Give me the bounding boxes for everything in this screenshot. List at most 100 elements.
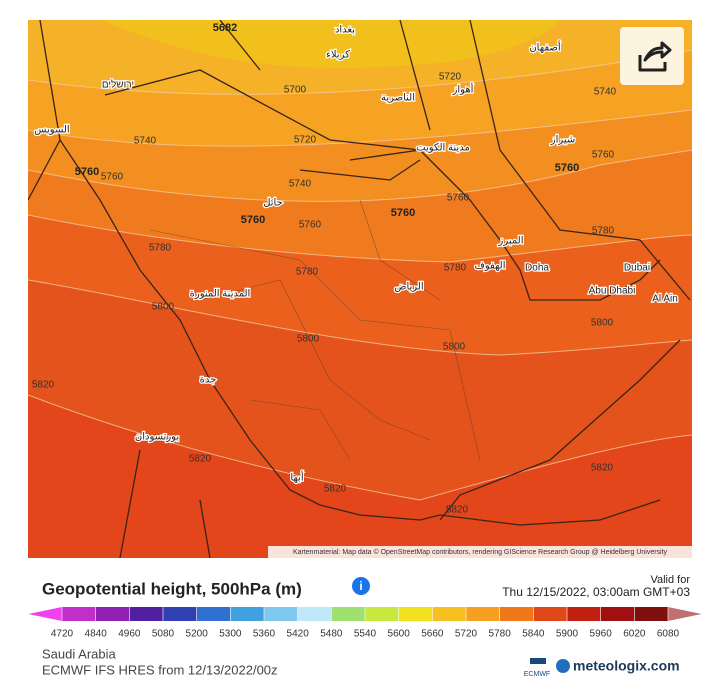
contour-label: 5760 [299, 220, 322, 231]
share-button[interactable] [620, 27, 684, 85]
ecmwf-logo [530, 658, 546, 664]
colorbar-segment [466, 607, 501, 621]
contour-label: 5760 [391, 207, 415, 219]
contour-label: 5760 [101, 172, 124, 183]
colorbar-segment [95, 607, 130, 621]
contour-label: 5780 [296, 267, 319, 278]
colorbar-segment [600, 607, 635, 621]
place-label: المدينة المنورة [190, 289, 251, 300]
place-label: الناصرية [381, 93, 415, 104]
place-label: الرياض [394, 282, 423, 293]
colorbar-tick-label: 5300 [219, 629, 242, 640]
info-icon[interactable]: i [359, 579, 362, 593]
colorbar-segment [129, 607, 164, 621]
colorbar-tick-label: 5660 [421, 629, 444, 640]
colorbar-arrow [668, 607, 702, 621]
colorbar-tick-label: 5360 [253, 629, 276, 640]
place-label: مدينة الكويت [416, 143, 470, 154]
contour-label: 5700 [284, 85, 307, 96]
colorbar-segment [432, 607, 467, 621]
colorbar-tick-label: 5540 [354, 629, 377, 640]
contour-label: 5720 [294, 135, 317, 146]
valid-time: Thu 12/15/2022, 03:00am GMT+03 [502, 585, 690, 599]
place-label: كربلاء [326, 50, 350, 61]
place-label: أهواز [452, 83, 474, 96]
borders [28, 20, 691, 558]
colorbar-segment [297, 607, 332, 621]
contour-label: 5720 [439, 72, 462, 83]
brand: meteologix.com [573, 658, 680, 674]
brand-logo [556, 659, 570, 673]
share-icon[interactable] [638, 41, 672, 72]
place-label: بغداد [335, 25, 355, 36]
colorbar-tick-label: 4960 [118, 629, 141, 640]
admin-lines [149, 199, 481, 461]
place-label: الهفوف [474, 261, 505, 272]
band [100, 20, 560, 68]
contour-labels: 5682 5700 5720 5740 5740 5720 5760 5760 … [32, 22, 617, 516]
colorbar-segment [163, 607, 198, 621]
contour-label: 5780 [592, 226, 615, 237]
contour-label: 5682 [213, 22, 237, 34]
attribution: Kartenmaterial: Map data © OpenStreetMap… [293, 548, 668, 556]
place-label: المبرز [498, 236, 524, 247]
ecmwf-text: ECMWF [524, 671, 550, 678]
colorbar-segment [331, 607, 366, 621]
colorbar-tick-label: 5900 [556, 629, 579, 640]
colorbar-segment [398, 607, 433, 621]
colorbar-tick-label: 5720 [455, 629, 478, 640]
contour-label: 5760 [592, 150, 615, 161]
colorbar-segment [365, 607, 400, 621]
colorbar-segment [264, 607, 299, 621]
colorbar-tick-label: 5480 [320, 629, 343, 640]
place-label: ירושלים [102, 79, 134, 91]
contour-label: 5800 [297, 334, 320, 345]
contour-label: 5800 [152, 302, 175, 313]
colorbar-tick-label: 4840 [85, 629, 108, 640]
contour-label: 5760 [241, 214, 265, 226]
colorbar-segment [499, 607, 534, 621]
place-label: أصفهان [529, 41, 561, 54]
colorbar-segment [196, 607, 231, 621]
place-label: شيراز [550, 135, 576, 146]
place-label: جدة [200, 375, 217, 386]
footer-model: ECMWF IFS HRES from 12/13/2022/00z [42, 662, 278, 677]
contour-label: 5780 [444, 263, 467, 274]
colorbar-tick-label: 5960 [590, 629, 613, 640]
colorbar-tick-label: 6020 [623, 629, 646, 640]
colorbar-segment [533, 607, 568, 621]
colorbar-tick-label: 5420 [287, 629, 310, 640]
colorbar-segment [230, 607, 265, 621]
footer-region: Saudi Arabia [42, 646, 116, 661]
contour-label: 5820 [32, 380, 55, 391]
colorbar-segment [62, 607, 97, 621]
share-button-bg[interactable] [620, 27, 684, 85]
colorbar-tick-label: 4720 [51, 629, 74, 640]
colorbar-tick-label: 5080 [152, 629, 175, 640]
colorbar-tick-label: 5780 [489, 629, 512, 640]
place-label: بورتسودان [135, 432, 179, 443]
legend-title: Geopotential height, 500hPa (m) [42, 579, 302, 598]
place-label: Abu Dhabi [589, 286, 636, 297]
place-label: Dubai [624, 263, 650, 274]
map [28, 20, 692, 558]
place-label: السويس [34, 125, 69, 136]
contour-label: 5760 [555, 162, 579, 174]
contour-label: 5760 [75, 166, 99, 178]
contour-label: 5820 [189, 454, 212, 465]
contour-label: 5740 [594, 87, 617, 98]
colorbar-segment [634, 607, 669, 621]
contour-label: 5820 [324, 484, 347, 495]
colorbar-tick-label: 5600 [388, 629, 411, 640]
colorbar-tick-label: 5200 [186, 629, 209, 640]
colorbar-segment [567, 607, 602, 621]
contour-label: 5820 [591, 463, 614, 474]
place-label: Doha [525, 263, 549, 274]
valid-label: Valid for [650, 574, 690, 586]
place-label: أبها [290, 471, 303, 484]
contour-label: 5780 [149, 243, 172, 254]
colorbar: 4720 4840 4960 5080 5200 5300 5360 5420 5480 5540… [28, 607, 702, 640]
info-button[interactable] [352, 577, 370, 595]
